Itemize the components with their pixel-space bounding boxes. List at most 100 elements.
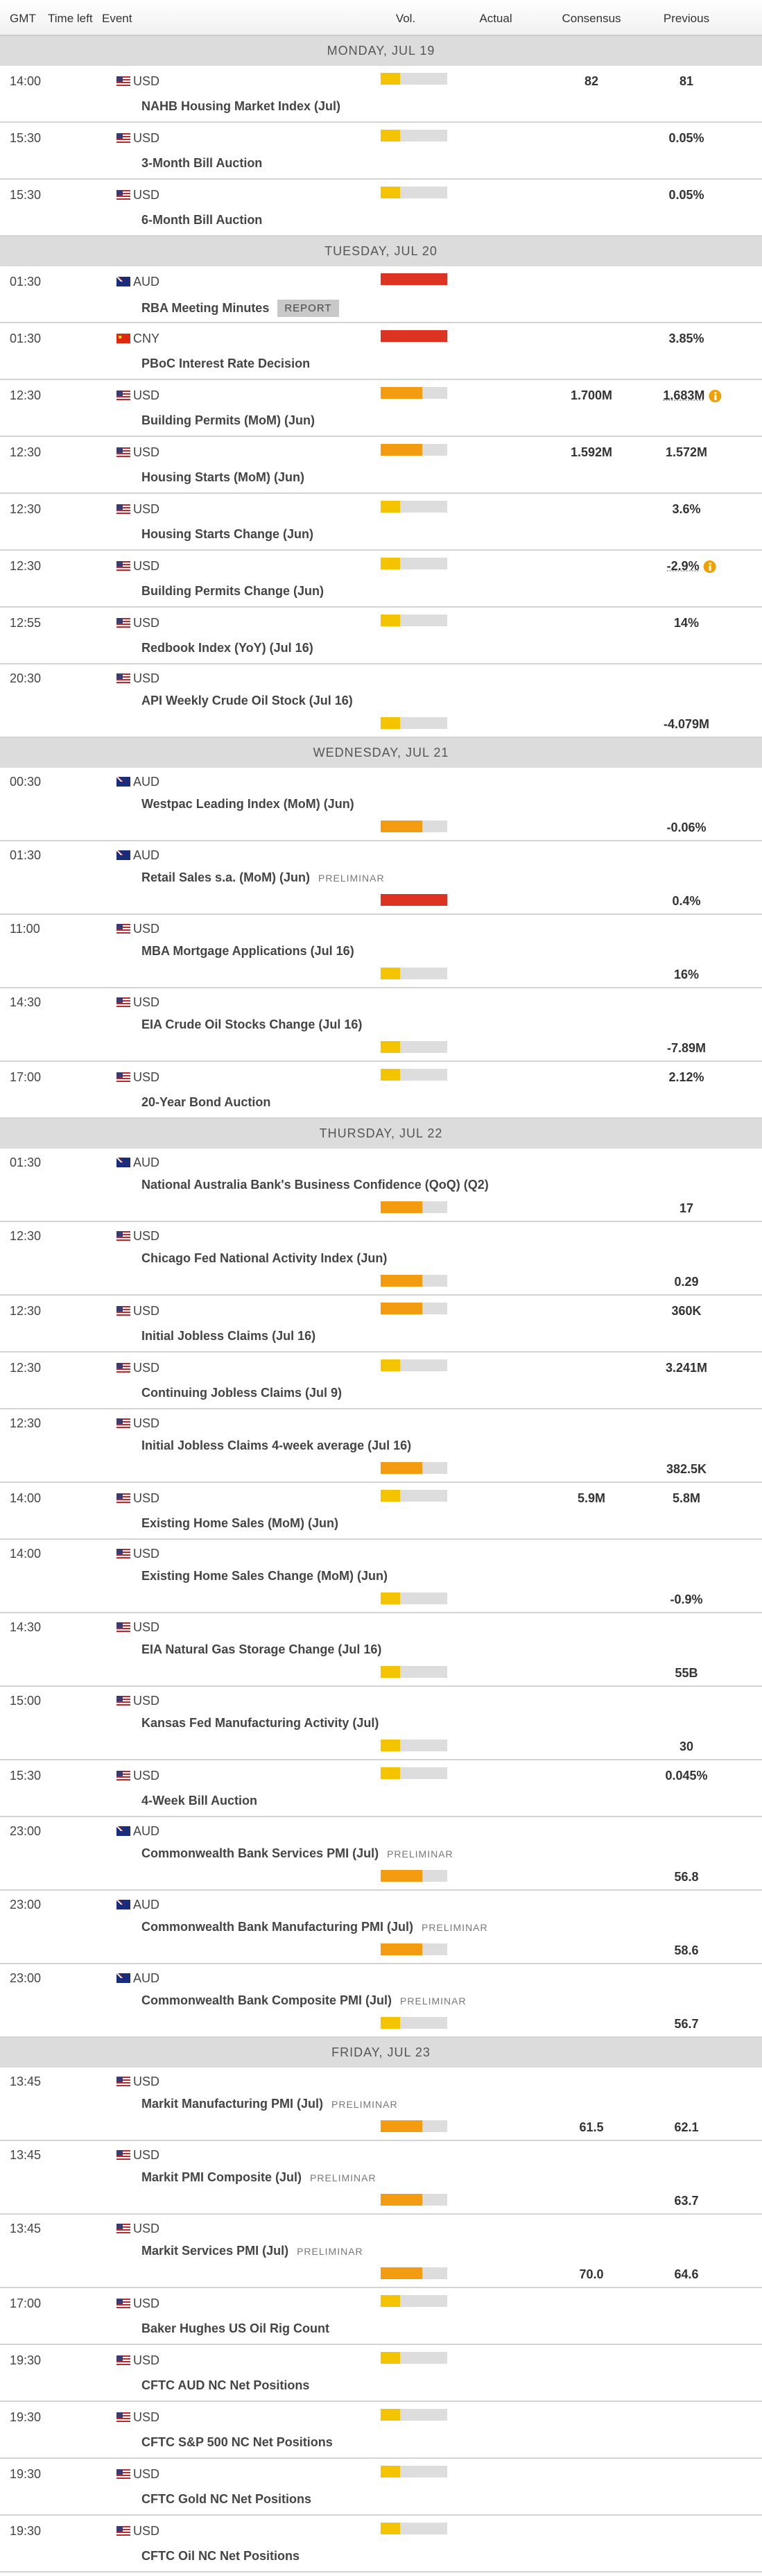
event-row[interactable]: 19:30 USD CFTC AUD NC Net Positions (0, 2345, 762, 2402)
event-row[interactable]: 01:30 AUD Retail Sales s.a. (MoM) (Jun) PRE… (0, 841, 762, 915)
event-title: EIA Natural Gas Storage Change (Jul 16) (141, 1642, 382, 1656)
event-row[interactable]: 12:30 USD Housing Starts Change (Jun) 3.6% (0, 494, 762, 551)
event-row[interactable]: 19:30 USD CFTC Oil NC Net Positions (0, 2516, 762, 2573)
volatility-bar (381, 1870, 447, 1882)
event-row[interactable]: 14:00 USD Existing Home Sales Change (MoM)… (0, 1540, 762, 1613)
volatility-bar (381, 2409, 447, 2421)
column-header: Event (102, 12, 132, 25)
previous-text: 30 (679, 1740, 694, 1753)
event-name: MBA Mortgage Applications (Jul 16) (141, 944, 354, 959)
event-row[interactable]: 17:00 USD Baker Hughes US Oil Rig Count (0, 2288, 762, 2345)
event-name: Continuing Jobless Claims (Jul 9) (141, 1386, 342, 1400)
event-row[interactable]: 12:30 USD Chicago Fed National Activity In… (0, 1222, 762, 1296)
event-title: Commonwealth Bank Composite PMI (Jul) (141, 1993, 392, 2007)
flag-canton (116, 2355, 123, 2361)
flag-icon (116, 2355, 130, 2365)
flag-icon (116, 277, 130, 286)
flag-canton (116, 850, 123, 855)
previous-value: 3.6% (672, 502, 700, 517)
event-tag: PRELIMINAR (310, 2172, 376, 2183)
event-row[interactable]: 01:30 AUD National Australia Bank's Busine… (0, 1149, 762, 1222)
event-time: 19:30 (10, 2467, 42, 2481)
event-row[interactable]: 19:30 USD CFTC Gold NC Net Positions (0, 2459, 762, 2516)
previous-text: -7.89M (666, 1041, 707, 1055)
previous-value: 30 (679, 1740, 693, 1754)
event-row[interactable]: 23:00 AUD Commonwealth Bank Services PMI (… (0, 1817, 762, 1891)
event-time: 01:30 (10, 1156, 42, 1169)
previous-value: 0.29 (674, 1275, 698, 1289)
flag-canton (116, 1306, 123, 1312)
event-row[interactable]: 23:00 AUD Commonwealth Bank Manufacturing … (0, 1891, 762, 1964)
event-title: Commonwealth Bank Services PMI (Jul) (141, 1846, 379, 1860)
event-row[interactable]: 23:00 AUD Commonwealth Bank Composite PMI … (0, 1964, 762, 2038)
event-name: Markit Services PMI (Jul) PRELIMINAR (141, 2244, 363, 2258)
event-title: Markit Manufacturing PMI (Jul) (141, 2097, 324, 2111)
event-name: Building Permits (MoM) (Jun) (141, 413, 315, 428)
revised-icon[interactable] (703, 560, 716, 573)
event-row[interactable]: 13:45 USD Markit Services PMI (Jul) PRELIMI… (0, 2215, 762, 2288)
currency: USD (133, 2075, 160, 2088)
volatility-fill (381, 1462, 422, 1474)
currency: USD (133, 559, 160, 573)
volatility-fill (381, 2295, 400, 2307)
event-row[interactable]: 12:30 USD Continuing Jobless Claims (Jul 9… (0, 1353, 762, 1409)
event-name: API Weekly Crude Oil Stock (Jul 16) (141, 694, 353, 708)
event-title: Existing Home Sales (MoM) (Jun) (141, 1516, 339, 1530)
volatility-bar (381, 130, 447, 141)
previous-text: 81 (679, 74, 694, 88)
event-row[interactable]: 14:00 USD Existing Home Sales (MoM) (Jun) 5… (0, 1483, 762, 1540)
event-name: Initial Jobless Claims 4-week average (J… (141, 1439, 411, 1453)
volatility-fill (381, 2194, 422, 2206)
flag-canton (116, 1418, 123, 1424)
event-row[interactable]: 17:00 USD 20-Year Bond Auction 2.12% (0, 1062, 762, 1119)
event-time: 13:45 (10, 2148, 42, 2162)
event-row[interactable]: 12:30 USD Initial Jobless Claims 4-week av… (0, 1409, 762, 1483)
event-row[interactable]: 14:00 USD NAHB Housing Market Index (Jul) 8… (0, 66, 762, 123)
flag-canton (116, 1973, 123, 1978)
revised-icon[interactable] (709, 389, 722, 402)
previous-value: 17 (679, 1201, 693, 1216)
volatility-bar (381, 1740, 447, 1751)
event-tag[interactable]: REPORT (277, 300, 339, 317)
volatility-bar (381, 2295, 447, 2307)
event-time: 12:30 (10, 1416, 42, 1430)
volatility-fill (381, 1490, 400, 1502)
event-name: 20-Year Bond Auction (141, 1095, 270, 1110)
consensus-value: 82 (584, 74, 599, 88)
event-row[interactable]: 12:30 USD Initial Jobless Claims (Jul 16) 3… (0, 1296, 762, 1353)
event-row[interactable]: 12:30 USD Building Permits Change (Jun) -2.… (0, 551, 762, 608)
event-row[interactable]: 00:30 AUD Westpac Leading Index (MoM) (Jun… (0, 768, 762, 841)
event-row[interactable]: 11:00 USD MBA Mortgage Applications (Jul 1… (0, 915, 762, 988)
event-row[interactable]: 14:30 USD EIA Crude Oil Stocks Change (Jul… (0, 988, 762, 1062)
flag-canton (116, 133, 123, 139)
event-title: CFTC Oil NC Net Positions (141, 2549, 300, 2563)
event-row[interactable]: 20:30 USD API Weekly Crude Oil Stock (Jul … (0, 664, 762, 738)
event-row[interactable]: 13:45 USD Markit PMI Composite (Jul) PRELIM… (0, 2141, 762, 2215)
event-name: Initial Jobless Claims (Jul 16) (141, 1329, 315, 1343)
event-row[interactable]: 01:30 CNY PBoC Interest Rate Decision 3.85% (0, 323, 762, 380)
event-title: Initial Jobless Claims (Jul 16) (141, 1329, 316, 1343)
volatility-fill (381, 1275, 422, 1287)
event-row[interactable]: 15:00 USD Kansas Fed Manufacturing Activit… (0, 1687, 762, 1760)
currency: USD (133, 1229, 160, 1243)
flag-star (119, 336, 121, 338)
event-row[interactable]: 15:30 USD 3-Month Bill Auction 0.05% (0, 123, 762, 180)
flag-icon (116, 2412, 130, 2422)
previous-value: -7.89M (667, 1041, 706, 1056)
event-row[interactable]: 12:30 USD Housing Starts (MoM) (Jun) 1.592M… (0, 437, 762, 494)
event-row[interactable]: 19:30 USD CFTC S&P 500 NC Net Positions (0, 2402, 762, 2459)
previous-text: 5.8M (672, 1491, 701, 1505)
flag-canton (116, 2150, 123, 2156)
event-row[interactable]: 12:30 USD Building Permits (MoM) (Jun) 1.70… (0, 380, 762, 437)
event-time: 23:00 (10, 1971, 42, 1985)
event-row[interactable]: 13:45 USD Markit Manufacturing PMI (Jul) PR… (0, 2068, 762, 2141)
volatility-bar (381, 717, 447, 729)
event-row[interactable]: 14:30 USD EIA Natural Gas Storage Change (… (0, 1613, 762, 1687)
flag-canton (116, 997, 123, 1003)
event-row[interactable]: 01:30 AUD RBA Meeting Minutes REPORT (0, 266, 762, 323)
event-time: 13:45 (10, 2222, 42, 2235)
event-row[interactable]: 12:55 USD Redbook Index (YoY) (Jul 16) 14% (0, 608, 762, 664)
event-row[interactable]: 15:30 USD 4-Week Bill Auction 0.045% (0, 1760, 762, 1817)
event-row[interactable]: 15:30 USD 6-Month Bill Auction 0.05% (0, 180, 762, 237)
volatility-bar (381, 1666, 447, 1678)
